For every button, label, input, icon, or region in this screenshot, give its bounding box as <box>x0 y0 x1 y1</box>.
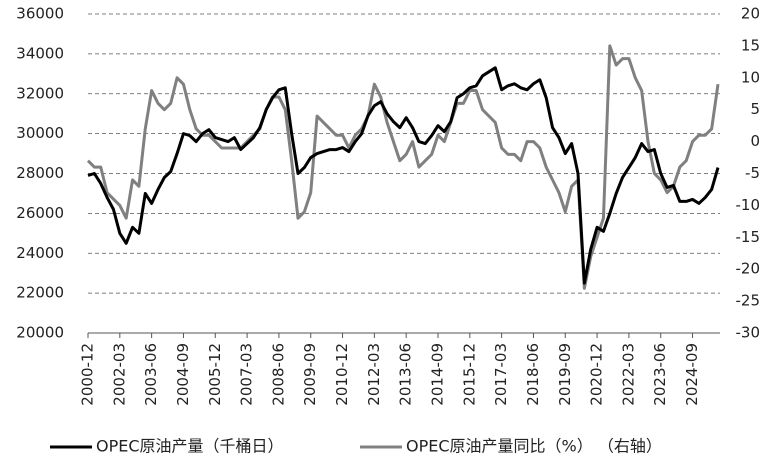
legend-label: OPEC原油产量同比（%） （右轴） <box>406 437 662 456</box>
y2-tick-label: 10 <box>741 68 760 86</box>
y2-tick-label: 0 <box>750 132 760 150</box>
x-tick-label: 2013-06 <box>397 343 415 406</box>
x-tick-label: 2008-06 <box>269 343 287 406</box>
y2-tick-label: 5 <box>750 100 760 118</box>
y-tick-label: 34000 <box>16 44 64 62</box>
y2-tick-label: -5 <box>745 164 760 182</box>
y2-tick-label: -30 <box>736 324 761 342</box>
x-tick-label: 2004-09 <box>174 343 192 406</box>
x-tick-label: 2005-12 <box>206 343 224 406</box>
y-tick-label: 28000 <box>16 164 64 182</box>
y2-tick-label: 20 <box>741 5 760 23</box>
y-tick-label: 20000 <box>16 324 64 342</box>
legend-label: OPEC原油产量（千桶日） <box>96 437 284 456</box>
x-tick-label: 2010-12 <box>333 343 351 406</box>
y-tick-label: 30000 <box>16 124 64 142</box>
y-tick-label: 22000 <box>16 284 64 302</box>
x-tick-label: 2018-06 <box>524 343 542 406</box>
x-tick-label: 2023-06 <box>651 343 669 406</box>
y-tick-label: 32000 <box>16 84 64 102</box>
series-line <box>87 66 720 285</box>
x-tick-label: 2012-03 <box>365 343 383 406</box>
x-tick-label: 2007-03 <box>238 343 256 406</box>
x-tick-label: 2003-06 <box>142 343 160 406</box>
x-tick-label: 2000-12 <box>79 343 97 406</box>
x-tick-label: 2024-09 <box>683 343 701 406</box>
x-tick-label: 2002-03 <box>110 343 128 406</box>
x-tick-label: 2017-03 <box>492 343 510 406</box>
y-tick-label: 36000 <box>16 5 64 23</box>
x-tick-label: 2022-03 <box>619 343 637 406</box>
x-tick-label: 2015-12 <box>460 343 478 406</box>
x-tick-label: 2019-09 <box>556 343 574 406</box>
series-line <box>86 44 720 290</box>
x-tick-label: 2014-09 <box>429 343 447 406</box>
y2-tick-label: -15 <box>736 228 761 246</box>
x-tick-label: 2020-12 <box>588 343 606 406</box>
y-tick-label: 26000 <box>16 204 64 222</box>
y2-tick-label: 15 <box>741 36 760 54</box>
y2-tick-label: -10 <box>736 196 761 214</box>
x-tick-label: 2009-09 <box>301 343 319 406</box>
y2-tick-label: -20 <box>736 260 761 278</box>
y2-tick-label: -25 <box>736 292 761 310</box>
y-tick-label: 24000 <box>16 244 64 262</box>
